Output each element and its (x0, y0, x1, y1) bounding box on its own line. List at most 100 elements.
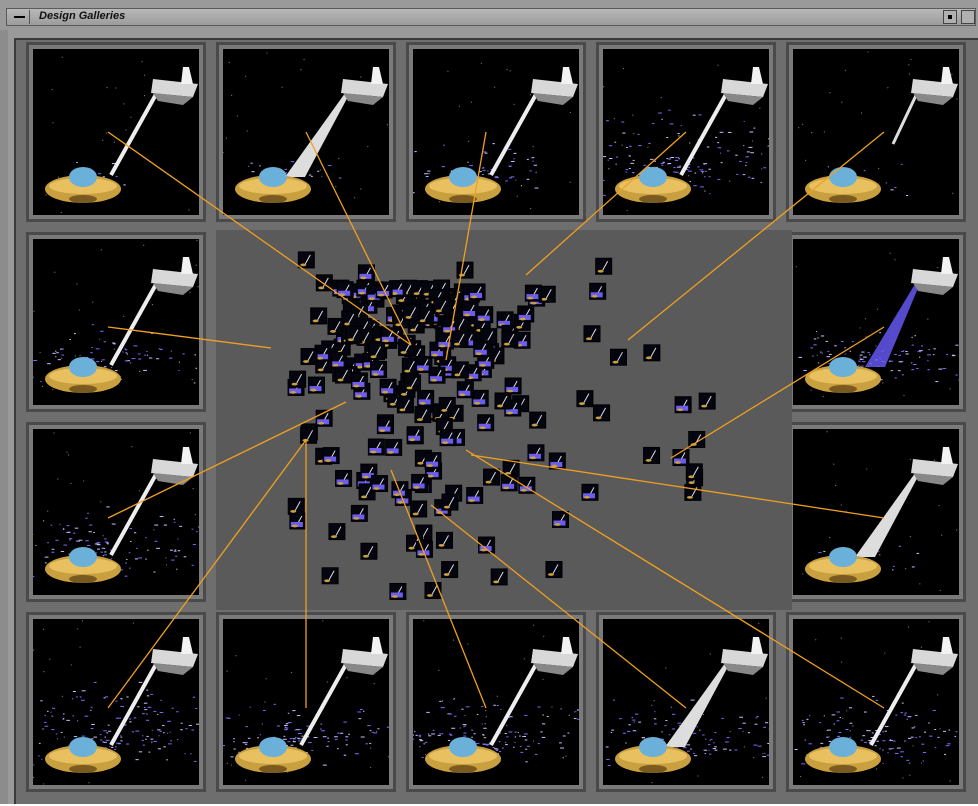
gallery-thumbnail[interactable] (26, 232, 206, 412)
scatter-thumbnail[interactable] (505, 378, 521, 394)
scatter-thumbnail[interactable] (596, 258, 612, 274)
title-bar[interactable]: Design Galleries (6, 8, 976, 26)
scatter-thumbnail[interactable] (502, 331, 518, 347)
scatter-thumbnail[interactable] (675, 397, 691, 413)
scatter-thumbnail[interactable] (336, 470, 352, 486)
scatter-thumbnail[interactable] (369, 344, 385, 360)
thumbnail-scatter[interactable] (216, 230, 792, 610)
gallery-thumbnail[interactable] (786, 422, 966, 602)
minimize-button[interactable] (943, 10, 957, 24)
scatter-thumbnail[interactable] (491, 569, 507, 585)
scatter-thumbnail[interactable] (577, 391, 593, 407)
scatter-thumbnail[interactable] (546, 562, 562, 578)
scatter-thumbnail[interactable] (452, 331, 468, 347)
scatter-thumbnail[interactable] (301, 427, 317, 443)
scatter-thumbnail[interactable] (594, 405, 610, 421)
scatter-thumbnail[interactable] (377, 418, 393, 434)
scatter-thumbnail[interactable] (418, 390, 434, 406)
scatter-thumbnail[interactable] (399, 340, 415, 356)
scatter-thumbnail[interactable] (390, 583, 406, 599)
gallery-thumbnail[interactable] (26, 422, 206, 602)
scatter-thumbnail[interactable] (644, 447, 660, 463)
scatter-thumbnail[interactable] (412, 474, 428, 490)
gallery-thumbnail[interactable] (786, 232, 966, 412)
scatter-thumbnail[interactable] (582, 484, 598, 500)
scatter-thumbnail[interactable] (457, 262, 473, 278)
scatter-thumbnail[interactable] (298, 252, 314, 268)
scatter-thumbnail[interactable] (484, 469, 500, 485)
scatter-thumbnail[interactable] (519, 477, 535, 493)
scatter-thumbnail[interactable] (405, 375, 421, 391)
scatter-thumbnail[interactable] (288, 498, 304, 514)
scatter-thumbnail[interactable] (495, 393, 511, 409)
scatter-thumbnail[interactable] (528, 445, 544, 461)
scatter-thumbnail[interactable] (368, 439, 384, 455)
scatter-thumbnail[interactable] (689, 432, 705, 448)
scatter-thumbnail[interactable] (467, 488, 483, 504)
gallery-thumbnail[interactable] (26, 612, 206, 792)
gallery-thumbnail[interactable] (406, 612, 586, 792)
scatter-thumbnail[interactable] (503, 460, 519, 476)
scatter-thumbnail[interactable] (337, 282, 353, 298)
scatter-thumbnail[interactable] (301, 349, 317, 365)
scatter-thumbnail[interactable] (336, 367, 352, 383)
scatter-thumbnail[interactable] (452, 362, 468, 378)
scatter-thumbnail[interactable] (478, 415, 494, 431)
scatter-thumbnail[interactable] (416, 541, 432, 557)
maximize-button[interactable] (961, 10, 975, 24)
scatter-thumbnail[interactable] (479, 537, 495, 553)
scatter-thumbnail[interactable] (469, 284, 485, 300)
scatter-thumbnail[interactable] (439, 397, 455, 413)
scatter-thumbnail[interactable] (442, 494, 458, 510)
scatter-thumbnail[interactable] (323, 448, 339, 464)
gallery-thumbnail[interactable] (596, 612, 776, 792)
scatter-thumbnail[interactable] (372, 476, 388, 492)
scatter-thumbnail[interactable] (474, 341, 490, 357)
scatter-thumbnail[interactable] (392, 482, 408, 498)
scatter-thumbnail[interactable] (472, 390, 488, 406)
scatter-thumbnail[interactable] (530, 412, 546, 428)
scatter-thumbnail[interactable] (322, 568, 338, 584)
scatter-thumbnail[interactable] (644, 345, 660, 361)
scatter-thumbnail[interactable] (371, 361, 387, 377)
scatter-thumbnail[interactable] (442, 562, 458, 578)
scatter-thumbnail[interactable] (358, 265, 374, 281)
scatter-thumbnail[interactable] (381, 328, 397, 344)
scatter-thumbnail[interactable] (436, 532, 452, 548)
scatter-thumbnail[interactable] (386, 439, 402, 455)
scatter-thumbnail[interactable] (311, 308, 327, 324)
gallery-thumbnail[interactable] (786, 42, 966, 222)
scatter-thumbnail[interactable] (415, 407, 431, 423)
scatter-thumbnail[interactable] (351, 373, 367, 389)
scatter-thumbnail[interactable] (477, 307, 493, 323)
scatter-thumbnail[interactable] (407, 427, 423, 443)
scatter-thumbnail[interactable] (404, 304, 420, 320)
scatter-thumbnail[interactable] (425, 453, 441, 469)
scatter-thumbnail[interactable] (685, 484, 701, 500)
scatter-thumbnail[interactable] (329, 524, 345, 540)
scatter-thumbnail[interactable] (437, 333, 453, 349)
scatter-thumbnail[interactable] (525, 285, 541, 301)
scatter-thumbnail[interactable] (699, 393, 715, 409)
scatter-thumbnail[interactable] (552, 512, 568, 528)
scatter-thumbnail[interactable] (331, 352, 347, 368)
gallery-thumbnail[interactable] (216, 612, 396, 792)
scatter-thumbnail[interactable] (397, 397, 413, 413)
scatter-thumbnail[interactable] (549, 453, 565, 469)
scatter-thumbnail[interactable] (501, 475, 517, 491)
scatter-thumbnail[interactable] (380, 379, 396, 395)
scatter-thumbnail[interactable] (351, 505, 367, 521)
window-menu-button[interactable] (9, 10, 30, 24)
scatter-thumbnail[interactable] (346, 327, 362, 343)
scatter-thumbnail[interactable] (376, 282, 392, 298)
layout-arrangement-panel[interactable] (216, 230, 792, 610)
scatter-thumbnail[interactable] (457, 382, 473, 398)
scatter-thumbnail[interactable] (411, 501, 427, 517)
gallery-thumbnail[interactable] (596, 42, 776, 222)
scatter-thumbnail[interactable] (316, 410, 332, 426)
scatter-thumbnail[interactable] (590, 283, 606, 299)
scatter-thumbnail[interactable] (673, 450, 689, 466)
scatter-thumbnail[interactable] (316, 275, 332, 291)
gallery-thumbnail[interactable] (786, 612, 966, 792)
gallery-thumbnail[interactable] (26, 42, 206, 222)
